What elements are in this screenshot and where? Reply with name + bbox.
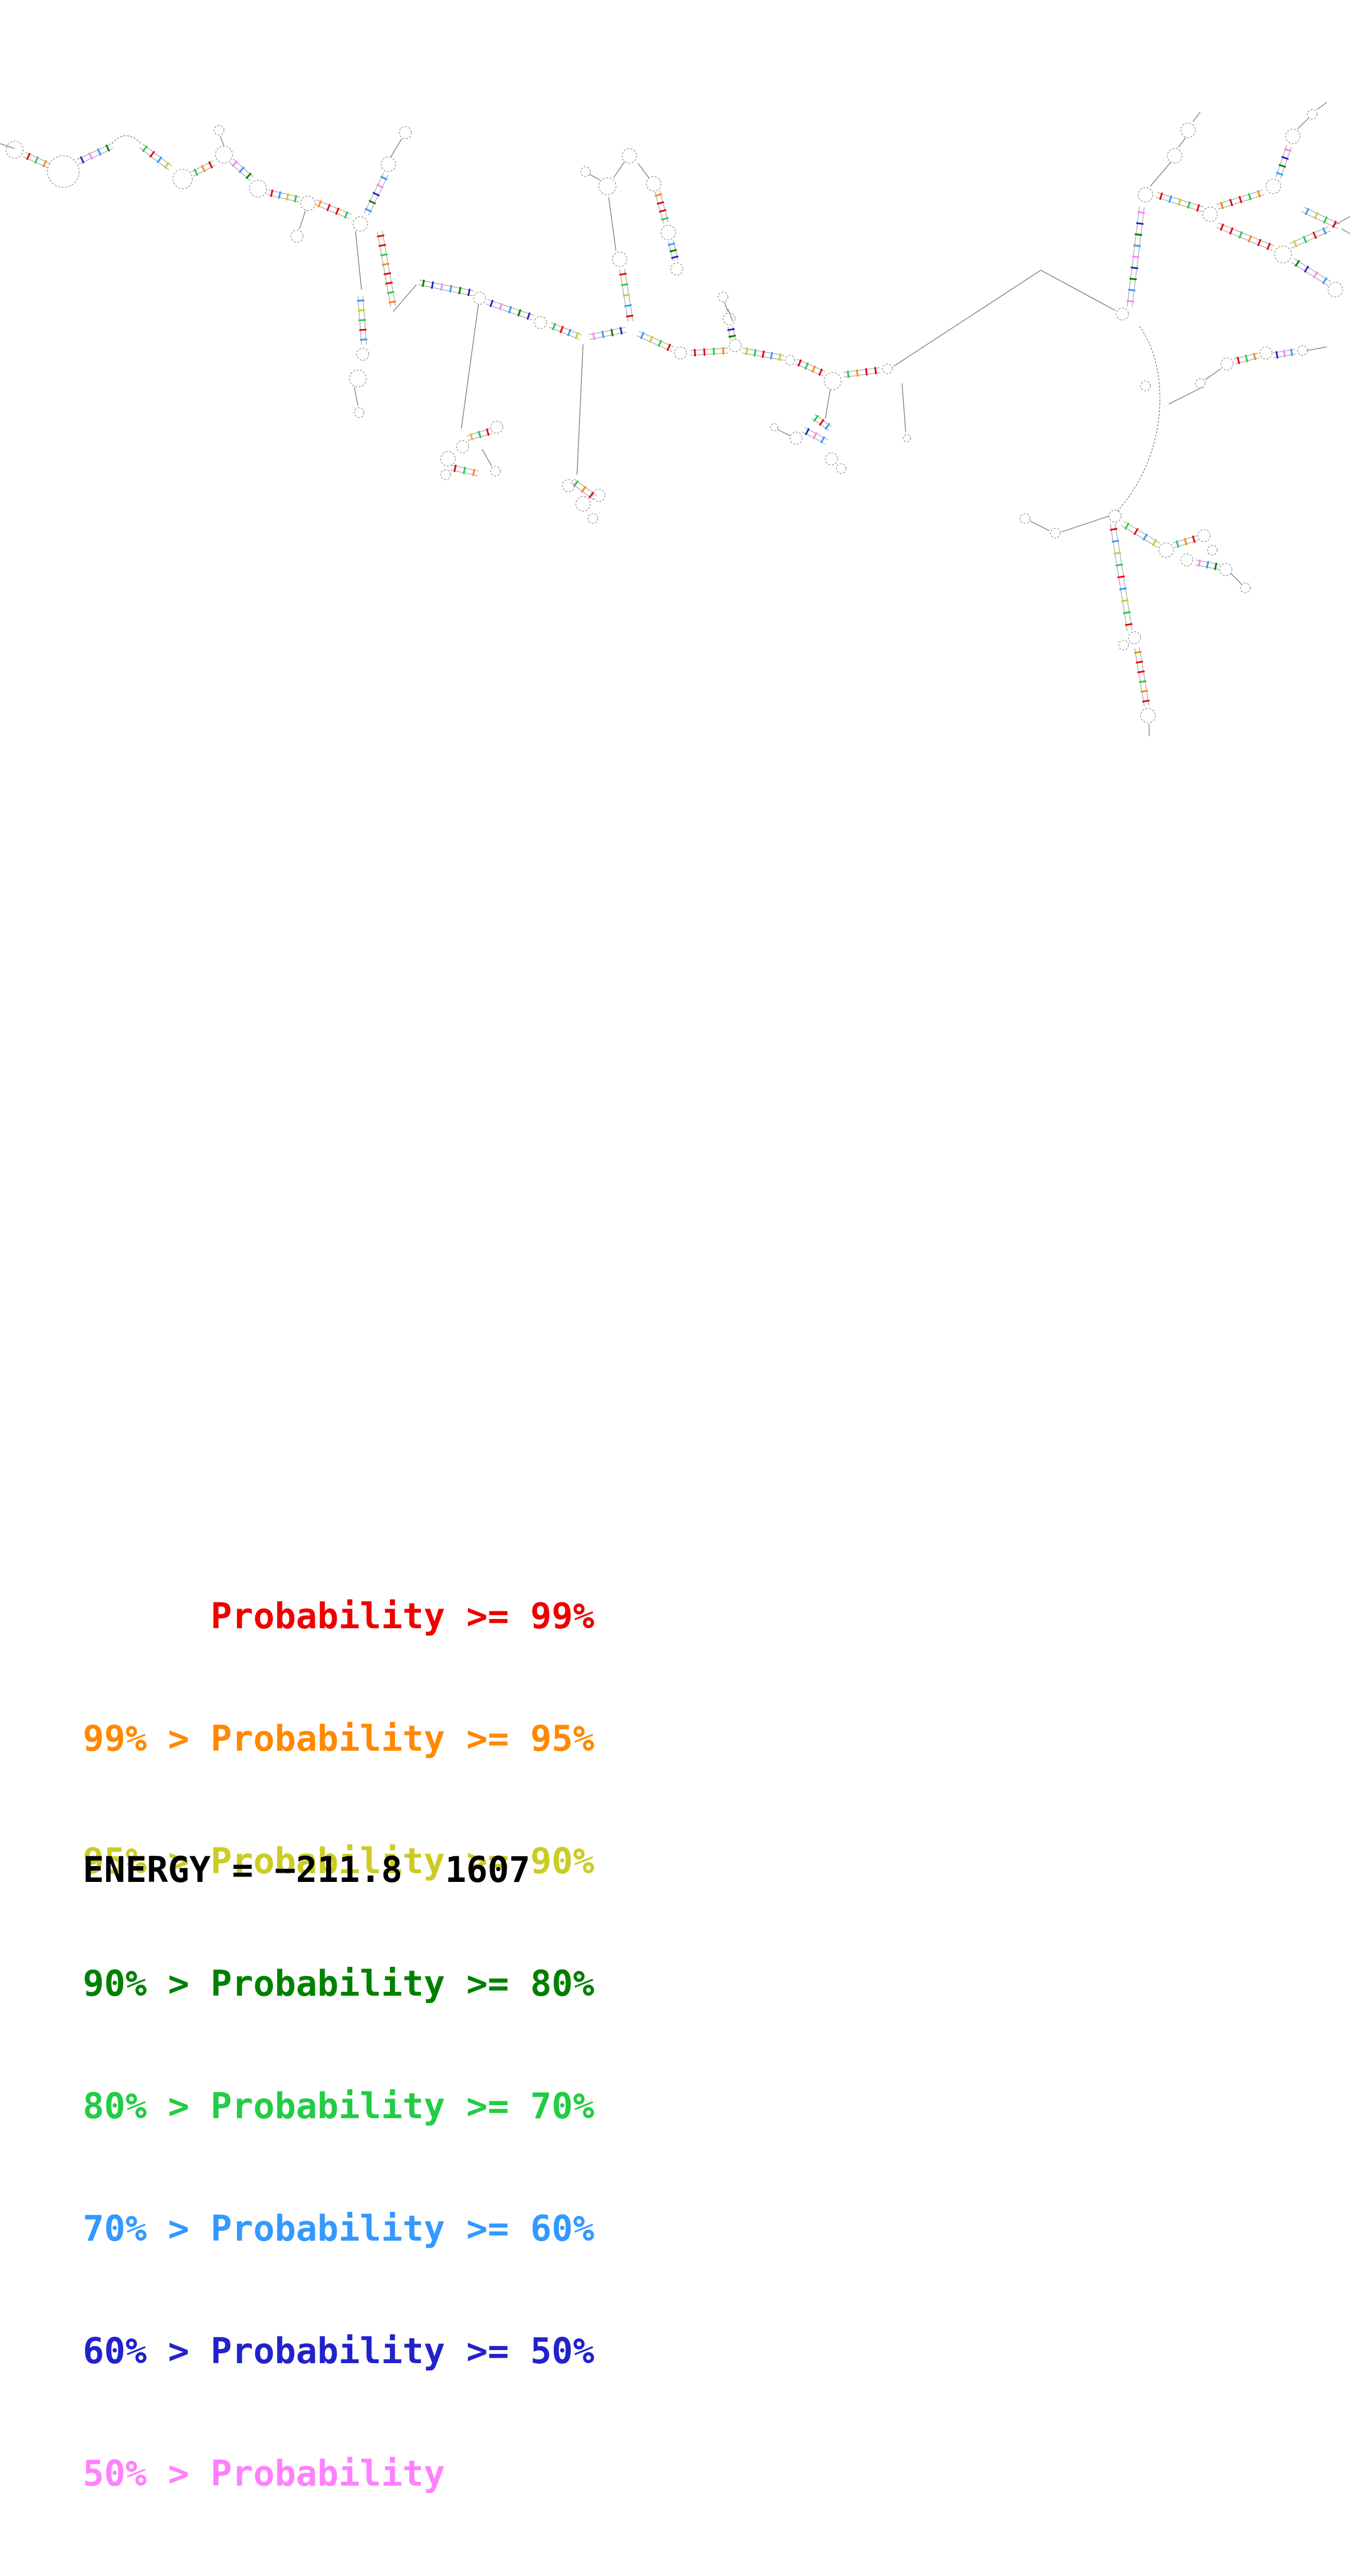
energy-readout: ENERGY = −211.8 1607	[83, 1850, 530, 1891]
rna-structure-diagram	[0, 102, 1350, 737]
legend-entry-90: 95% > Probability >= 90%	[83, 1841, 595, 1882]
legend-entry-80: 90% > Probability >= 80%	[83, 1964, 595, 2004]
legend-entry-99: Probability >= 99%	[83, 1596, 595, 1637]
probability-legend: Probability >= 99% 99% > Probability >= …	[83, 1514, 594, 2576]
legend-entry-95: 99% > Probability >= 95%	[83, 1719, 595, 1759]
legend-entry-60: 70% > Probability >= 60%	[83, 2209, 595, 2249]
legend-entry-70: 80% > Probability >= 70%	[83, 2086, 595, 2127]
legend-entry-below-50: 50% > Probability	[83, 2454, 445, 2494]
legend-entry-50: 60% > Probability >= 50%	[83, 2331, 595, 2372]
